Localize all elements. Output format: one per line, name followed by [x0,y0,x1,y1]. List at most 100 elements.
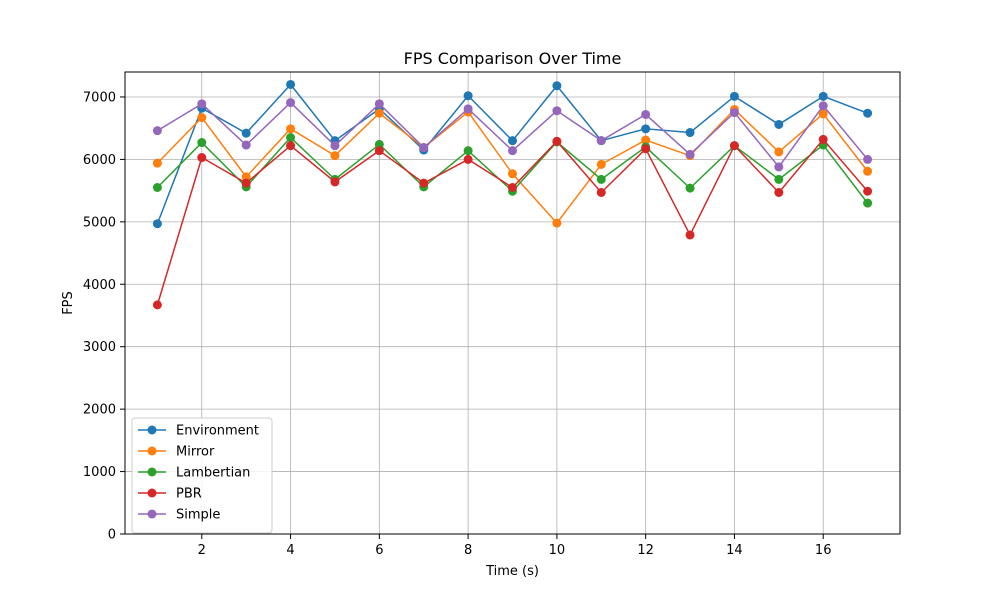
data-point-simple [419,143,429,153]
data-point-pbr [463,154,473,164]
data-point-pbr [596,187,606,197]
data-point-pbr [330,177,340,187]
legend-label-simple: Simple [176,508,220,523]
data-point-lambertian [774,174,784,184]
data-point-pbr [152,300,162,310]
data-point-mirror [241,172,251,182]
series-simple [152,98,873,172]
data-point-mirror [641,135,651,145]
data-point-environment [241,128,251,138]
data-point-pbr [508,183,517,192]
data-point-pbr [241,178,251,188]
x-tick-label: 6 [375,543,383,558]
data-point-pbr [374,146,384,156]
data-point-lambertian [197,138,207,148]
legend-marker-mirror [147,446,157,456]
data-point-simple [685,149,695,159]
series-pbr [152,134,873,310]
x-tick-label: 16 [815,543,832,558]
data-point-pbr [818,134,828,144]
data-point-mirror [286,124,296,134]
legend-marker-pbr [147,488,157,498]
plot-frame [124,71,901,535]
data-point-environment [818,91,828,101]
data-point-simple [818,101,828,111]
data-point-lambertian [596,174,606,184]
y-tick-label: 0 [108,528,116,543]
data-point-simple [330,141,340,151]
data-point-simple [374,99,384,109]
y-tick-label: 6000 [83,153,116,168]
data-point-simple [552,106,562,116]
data-point-simple [863,154,873,164]
data-point-environment [286,79,296,89]
data-point-environment [729,91,739,101]
data-point-environment [552,81,562,91]
x-tick-label: 8 [464,543,472,558]
y-axis-label: FPS [61,291,76,315]
legend-marker-environment [147,425,157,435]
y-tick-label: 3000 [83,340,116,355]
legend-label-pbr: PBR [176,487,202,502]
data-point-environment [774,119,784,129]
legend-label-lambertian: Lambertian [176,466,250,481]
legend-label-environment: Environment [176,424,259,439]
data-point-mirror [152,158,162,168]
data-point-simple [197,99,207,109]
data-point-simple [774,162,784,172]
data-point-lambertian [152,183,162,192]
data-point-lambertian [286,133,296,143]
legend-item-simple: Simple [138,508,220,523]
legend-label-mirror: Mirror [176,445,215,460]
x-tick-label: 12 [637,543,654,558]
data-point-mirror [596,159,606,169]
x-tick-label: 14 [726,543,743,558]
data-point-pbr [863,186,873,196]
data-point-lambertian [374,139,384,149]
legend-item-pbr: PBR [138,487,202,502]
data-point-mirror [374,108,384,118]
tick-layer: 2 4 6 8 10 12 14 16 0 1000 2000 3000 4000 5000 6000 700… [83,90,832,558]
data-point-mirror [508,169,517,179]
data-point-environment [152,219,162,229]
data-point-pbr [286,141,296,151]
data-point-environment [641,124,651,134]
series-mirror [152,104,873,228]
data-point-simple [508,146,517,156]
data-point-mirror [552,218,562,228]
data-point-simple [286,98,296,108]
data-point-pbr [774,187,784,197]
data-point-lambertian [463,146,473,156]
data-point-pbr [197,153,207,163]
legend-marker-lambertian [147,467,157,477]
data-point-lambertian [863,198,873,208]
y-tick-label: 1000 [83,465,116,480]
legend: Environment Mirror Lambertian PBR Simple [131,417,273,534]
data-point-environment [463,91,473,101]
data-point-mirror [818,109,828,119]
data-point-mirror [197,113,207,123]
data-point-mirror [863,166,873,176]
data-point-simple [596,136,606,146]
series-environment [152,79,873,229]
data-point-simple [241,140,251,150]
x-axis-label: Time (s) [485,564,539,579]
data-point-simple [463,104,473,114]
x-tick-label: 4 [286,543,294,558]
chart-title: FPS Comparison Over Time [404,49,622,68]
data-point-pbr [729,141,739,151]
data-point-environment [685,128,695,138]
legend-item-environment: Environment [138,424,259,439]
y-tick-label: 5000 [83,215,116,230]
legend-box [131,417,273,534]
data-point-simple [152,126,162,136]
data-point-mirror [774,147,784,157]
data-point-environment [508,136,517,146]
data-point-pbr [685,230,695,240]
data-point-pbr [419,178,429,188]
legend-item-mirror: Mirror [138,445,215,460]
x-tick-label: 10 [549,543,566,558]
data-point-environment [863,108,873,118]
legend-marker-simple [147,509,157,519]
